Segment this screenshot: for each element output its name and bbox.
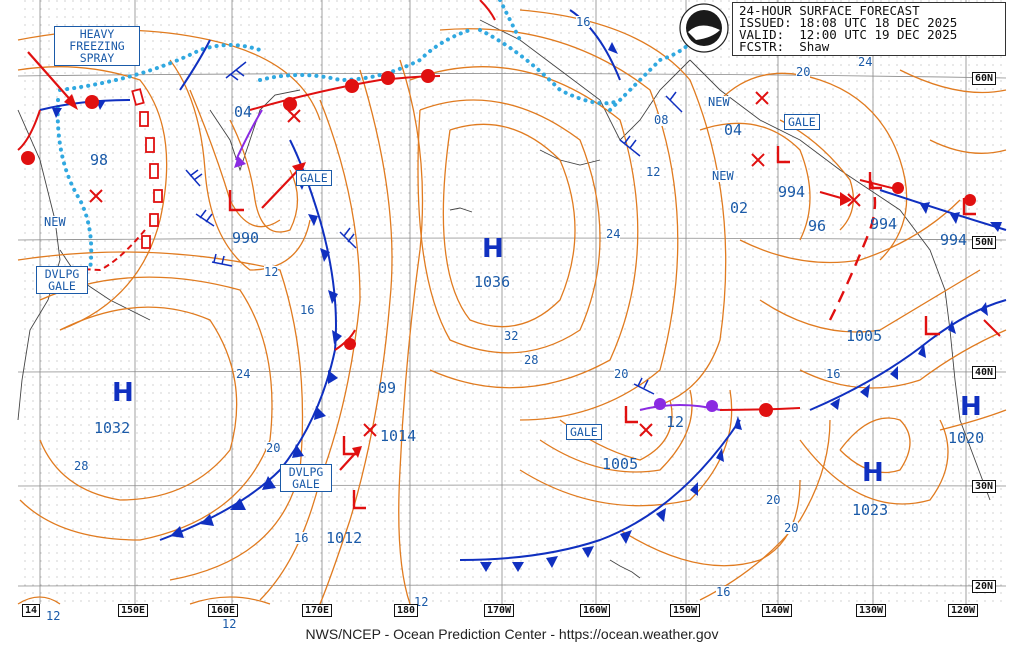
trough-dashed	[828, 179, 877, 321]
cold-fronts	[39, 9, 1007, 561]
warm-front-bumps	[21, 69, 976, 417]
label-04-east: 04	[724, 121, 743, 139]
cold-front-ak	[179, 39, 211, 91]
isobar-label: 16	[300, 303, 315, 317]
cold-front-barbs	[52, 42, 1002, 572]
low-value-1014: 1014	[380, 427, 417, 445]
low-value-994-c: 994	[940, 231, 968, 249]
cold-front-north	[569, 9, 621, 81]
high-value-1020: 1020	[948, 429, 985, 447]
cold-front-nw	[39, 99, 131, 111]
warm-front-nw	[17, 109, 41, 151]
low-value-990: 990	[232, 229, 260, 247]
lon-label: 160W	[580, 604, 611, 617]
low-value-994-a: 994	[778, 183, 806, 201]
wind-barbs	[185, 61, 683, 395]
footer-credit: NWS/NCEP - Ocean Prediction Center - htt…	[305, 626, 719, 642]
trough-dashed-west	[59, 229, 146, 272]
lat-label: 20N	[972, 580, 997, 593]
lon-label: 150E	[118, 604, 149, 617]
cold-front-west	[159, 139, 337, 541]
low-symbols	[228, 146, 976, 510]
forecast-info-box: 24-HOUR SURFACE FORECAST ISSUED: 18:08 U…	[732, 2, 1006, 56]
dvlpg-gale-label-1: DVLPG GALE	[36, 266, 88, 294]
cold-front-central	[459, 419, 741, 561]
isobar-label: 24	[606, 227, 621, 241]
isobar-label: 28	[524, 353, 539, 367]
graticule	[17, 0, 1007, 604]
high-value-1023: 1023	[852, 501, 889, 519]
isobar-label: 20	[766, 493, 781, 507]
isobar-label: 16	[576, 15, 591, 29]
label-new-west: NEW	[44, 215, 66, 229]
noaa-logo	[679, 3, 729, 53]
low-value-1012: 1012	[326, 529, 363, 547]
map-background	[18, 0, 1006, 604]
isobar-label: 12	[264, 265, 279, 279]
lat-label: 50N	[972, 236, 997, 249]
label-04-west: 04	[234, 103, 253, 121]
isobar-label: 16	[826, 367, 841, 381]
gale-label-1: GALE	[296, 170, 332, 186]
lon-label: 120W	[948, 604, 979, 617]
isobar-label: 20	[784, 521, 799, 535]
heavy-freezing-spray-label: HEAVY FREEZING SPRAY	[54, 26, 140, 66]
issued-time: ISSUED: 18:08 UTC 18 DEC 2025	[739, 15, 958, 30]
lat-label: 40N	[972, 366, 997, 379]
isobar-label: 12	[222, 617, 237, 631]
cold-front-ne	[879, 189, 1007, 231]
isobar-label: 16	[294, 531, 309, 545]
label-96: 96	[808, 217, 827, 235]
isobar-label: 20	[614, 367, 629, 381]
lon-label: 170W	[484, 604, 515, 617]
label-98: 98	[90, 151, 109, 169]
occluded-front-symbols	[234, 156, 718, 412]
high-symbol-1032: H	[112, 378, 134, 408]
label-12-system: 12	[666, 413, 685, 431]
isobar-label: 20	[796, 65, 811, 79]
lon-label: 130W	[856, 604, 887, 617]
high-symbol-1023: H	[862, 458, 884, 488]
lon-label: 180	[394, 604, 419, 617]
coastlines	[17, 19, 991, 579]
lon-label: 160E	[208, 604, 239, 617]
high-value-1032: 1032	[94, 419, 131, 437]
isobar-label: 24	[858, 55, 873, 69]
isobar-label: 16	[716, 585, 731, 599]
low-value-1005-west: 1005	[602, 455, 639, 473]
label-new-ne: NEW	[708, 95, 730, 109]
lon-label: 150W	[670, 604, 701, 617]
isobar-label: 12	[46, 609, 61, 623]
freezing-spray-rects	[131, 88, 163, 249]
forecaster: FCSTR: Shaw	[739, 39, 830, 54]
lat-label: 30N	[972, 480, 997, 493]
dvlpg-gale-label-2: DVLPG GALE	[280, 464, 332, 492]
label-new-mid: NEW	[712, 169, 734, 183]
lon-label: 14	[22, 604, 41, 617]
isobar-label: 08	[654, 113, 669, 127]
valid-time: VALID: 12:00 UTC 19 DEC 2025	[739, 27, 958, 42]
isobar-label: 24	[236, 367, 251, 381]
isobar-label: 20	[266, 441, 281, 455]
gale-label-2: GALE	[784, 114, 820, 130]
warm-front-ak	[479, 0, 496, 21]
gale-label-3: GALE	[566, 424, 602, 440]
high-value-1036: 1036	[474, 273, 511, 291]
label-09: 09	[378, 379, 397, 397]
lon-label: 140W	[762, 604, 793, 617]
label-02: 02	[730, 199, 749, 217]
isobar-label: 28	[74, 459, 89, 473]
arrow-heads	[64, 94, 852, 458]
chart-title: 24-HOUR SURFACE FORECAST	[739, 3, 920, 18]
lon-label: 170E	[302, 604, 333, 617]
lat-label: 60N	[972, 72, 997, 85]
isobar-label: 32	[504, 329, 519, 343]
high-symbol-1020: H	[960, 392, 982, 422]
low-value-1005-east: 1005	[846, 327, 883, 345]
low-value-994-b: 994	[870, 215, 898, 233]
low-center-x-marks	[89, 91, 1001, 437]
isobar-label: 12	[646, 165, 661, 179]
high-symbol-1036: H	[482, 234, 504, 264]
